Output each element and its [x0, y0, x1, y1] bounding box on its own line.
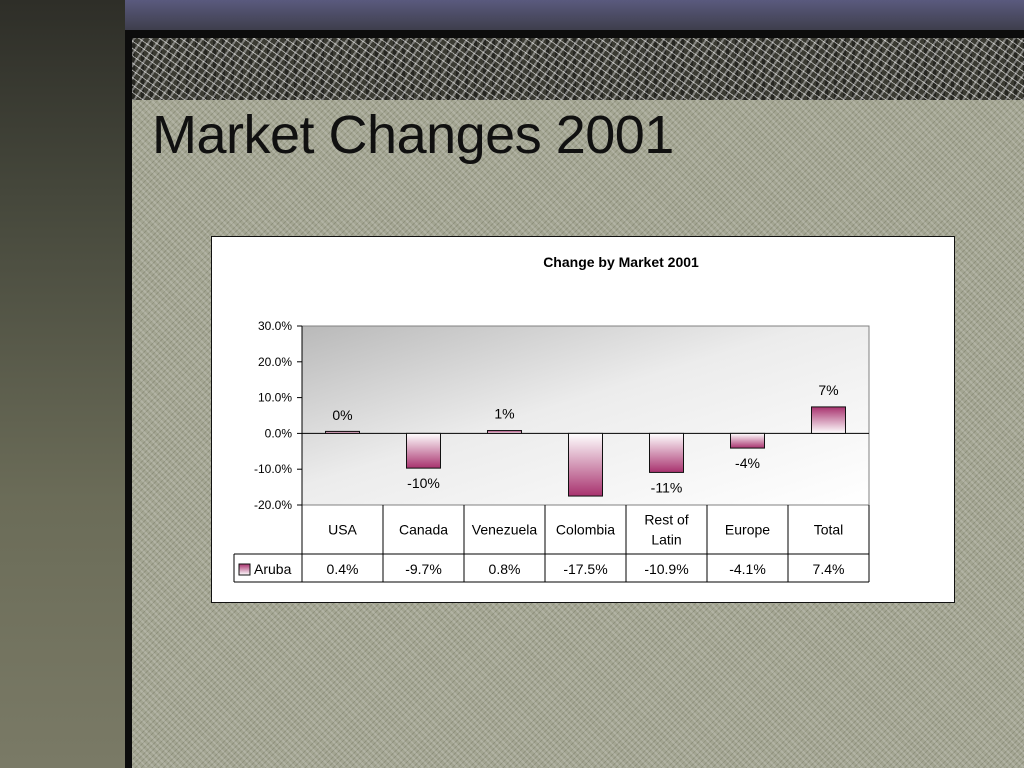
- table-value-cell: -4.1%: [729, 561, 766, 577]
- table-value-cell: 7.4%: [813, 561, 845, 577]
- table-value-cell: 0.4%: [327, 561, 359, 577]
- y-tick-label: 0.0%: [265, 426, 293, 440]
- bar: [325, 430, 360, 434]
- y-tick-label: 30.0%: [258, 319, 292, 333]
- chart-container: Change by Market 2001 30.0% 20.0% 10.0% 0.0…: [211, 236, 955, 603]
- y-tick-label: -10.0%: [254, 462, 292, 476]
- bar: [568, 432, 603, 497]
- bar: [406, 432, 441, 469]
- category-label: Rest of: [644, 512, 688, 528]
- left-side-panel: [0, 0, 125, 768]
- category-label: Latin: [651, 532, 681, 548]
- chart-title: Change by Market 2001: [543, 254, 699, 270]
- data-label: 1%: [494, 406, 514, 422]
- table-value-cell: -10.9%: [644, 561, 688, 577]
- bar: [487, 430, 522, 434]
- y-tick-label: 10.0%: [258, 391, 292, 405]
- bar: [649, 432, 684, 473]
- legend-swatch: [238, 563, 251, 576]
- data-label: 7%: [818, 382, 838, 398]
- data-label: -4%: [735, 455, 760, 471]
- data-label: -10%: [407, 475, 440, 491]
- legend-series-name: Aruba: [254, 561, 292, 577]
- decorative-texture-band: [132, 38, 1024, 100]
- bar-chart: Change by Market 2001 30.0% 20.0% 10.0% 0.0…: [233, 254, 870, 583]
- category-label: Venezuela: [472, 522, 538, 538]
- category-label: Total: [814, 522, 844, 538]
- y-tick-label: 20.0%: [258, 355, 292, 369]
- table-value-cell: -17.5%: [563, 561, 607, 577]
- data-label: 0%: [332, 407, 352, 423]
- table-value-cell: 0.8%: [489, 561, 521, 577]
- category-label: Europe: [725, 522, 770, 538]
- table-value-cell: -9.7%: [405, 561, 442, 577]
- category-label: Colombia: [556, 522, 615, 538]
- slide-title: Market Changes 2001: [152, 105, 674, 165]
- y-tick-label: -20.0%: [254, 498, 292, 512]
- category-label: USA: [328, 522, 357, 538]
- bar: [730, 432, 765, 449]
- bar: [811, 406, 846, 434]
- data-label: -11%: [651, 479, 683, 495]
- category-label: Canada: [399, 522, 448, 538]
